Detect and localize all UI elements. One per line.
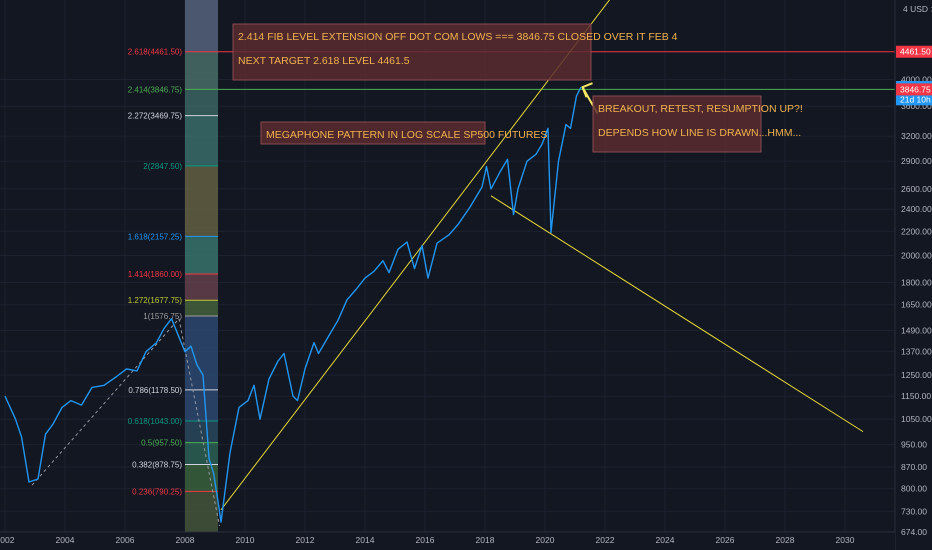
fib-extension-tool[interactable]: 2.618(4461.50) 2.414(3846.75) 2.272(3469.7… <box>31 0 895 540</box>
price-tick-label: 2400.00 <box>901 204 932 214</box>
price-tick-label: 1050.00 <box>901 414 932 424</box>
breakout-note[interactable]: BREAKOUT, RETEST, RESUMPTION UP?! DEPENDS… <box>592 95 803 153</box>
year-tick-label: 2014 <box>356 535 375 545</box>
price-tick-label: 1370.00 <box>901 347 932 357</box>
fib-band <box>185 51 218 90</box>
price-tick-label: 3600.00 <box>901 101 932 111</box>
fib-band <box>185 300 218 316</box>
fib-band <box>185 442 218 465</box>
arrow-head-icon <box>581 82 593 98</box>
price-tick-label: 950.00 <box>901 440 927 450</box>
annotation-box <box>260 121 486 145</box>
fib-level-label: 2.618(4461.50) <box>128 48 183 57</box>
price-tick-label: 2900.00 <box>901 156 932 166</box>
fib-anchor-line[interactable] <box>31 318 180 486</box>
fib-level-label: 1.618(2157.25) <box>128 232 183 241</box>
year-tick-label: 2026 <box>716 535 735 545</box>
price-tick-label: 870.00 <box>901 462 927 472</box>
fib-level-label: 2(2847.50) <box>143 162 182 171</box>
currency-label[interactable]: 4 USD ⊃ <box>903 4 932 14</box>
price-line <box>4 86 582 523</box>
fib-level-label: 1(1576.75) <box>143 312 182 321</box>
price-tick-label: 2000.00 <box>901 251 932 261</box>
fib-level-label: 0.618(1043.00) <box>128 417 183 426</box>
fib-extension-note[interactable]: 2.414 FIB LEVEL EXTENSION OFF DOT COM LO… <box>232 23 678 81</box>
price-tick-label: 1490.00 <box>901 325 932 335</box>
fib-level-label: 0.5(957.50) <box>141 439 182 448</box>
year-tick-label: 2002 <box>0 535 15 545</box>
annotations[interactable]: 2.414 FIB LEVEL EXTENSION OFF DOT COM LO… <box>232 23 803 153</box>
year-tick-label: 2022 <box>596 535 615 545</box>
fib-band <box>185 491 218 535</box>
fib-level-label: 1.414(1860.00) <box>128 270 183 279</box>
annotation-text: 2.414 FIB LEVEL EXTENSION OFF DOT COM LO… <box>238 31 678 43</box>
fib-anchor-line[interactable] <box>178 318 220 526</box>
time-axis[interactable]: 2002 2004 2006 2008 2010 2012 2014 2016 2018 2020… <box>0 531 895 550</box>
megaphone-lower-trendline[interactable] <box>490 195 864 433</box>
price-series <box>4 86 582 523</box>
fib-band <box>185 315 218 390</box>
price-tag-label: 4461.50 <box>900 47 931 57</box>
year-tick-label: 2016 <box>416 535 435 545</box>
price-tick-label: 1150.00 <box>901 391 931 401</box>
time-axis-bg <box>0 532 895 550</box>
price-tag[interactable] <box>896 83 932 96</box>
price-tick-label: 674.00 <box>901 527 927 537</box>
price-axis[interactable]: 4 USD ⊃ 674.00 730.00 800.00 870.00 950.00 105… <box>894 0 932 550</box>
year-tick-label: 2018 <box>476 535 495 545</box>
price-tag-label: 3846.75 <box>900 84 931 94</box>
year-tick-label: 2020 <box>536 535 555 545</box>
price-tag-label: 21d 10h <box>900 94 931 104</box>
annotation-box <box>592 95 762 153</box>
price-tick-label: 1650.00 <box>901 299 932 309</box>
year-tick-label: 2004 <box>56 535 75 545</box>
fib-band <box>185 115 218 166</box>
price-tick-label: 4000.00 <box>901 74 932 84</box>
year-tick-label: 2030 <box>836 535 855 545</box>
price-tag[interactable] <box>896 93 932 106</box>
price-tick-label: 800.00 <box>901 483 927 493</box>
price-tag[interactable] <box>896 45 932 58</box>
annotation-text: BREAKOUT, RETEST, RESUMPTION UP?! <box>598 103 803 115</box>
price-tick-label: 2200.00 <box>901 226 932 236</box>
annotation-text: MEGAPHONE PATTERN IN LOG SCALE SP500 FUT… <box>266 129 547 141</box>
price-tick-label: 730.00 <box>901 507 927 517</box>
year-tick-label: 2024 <box>656 535 675 545</box>
fib-level-label: 2.414(3846.75) <box>128 85 183 94</box>
fib-band <box>185 0 218 52</box>
price-tick-label: 2600.00 <box>901 184 932 194</box>
price-tick-label: 1800.00 <box>901 277 932 287</box>
annotation-text: DEPENDS HOW LINE IS DRAWN...HMM... <box>598 127 801 139</box>
price-tick-label: 1250.00 <box>901 370 932 380</box>
year-tick-label: 2010 <box>236 535 255 545</box>
price-tick-label: 3200.00 <box>901 131 932 141</box>
fib-band <box>185 464 218 492</box>
megaphone-note[interactable]: MEGAPHONE PATTERN IN LOG SCALE SP500 FUT… <box>260 121 547 145</box>
fib-band <box>185 165 218 237</box>
fib-level-label: 2.272(3469.75) <box>128 112 183 121</box>
annotation-box <box>232 23 592 81</box>
fib-band <box>185 89 218 116</box>
fib-band <box>185 273 218 301</box>
year-tick-label: 2006 <box>116 535 135 545</box>
year-tick-label: 2028 <box>776 535 795 545</box>
fib-level-label: 0.786(1178.50) <box>128 386 182 395</box>
fib-level-label: 1.272(1677.75) <box>128 296 183 305</box>
annotation-text: NEXT TARGET 2.618 LEVEL 4461.5 <box>238 55 410 67</box>
fib-band <box>185 389 218 421</box>
year-tick-label: 2008 <box>176 535 195 545</box>
year-tick-label: 2012 <box>296 535 315 545</box>
fib-level-label: 0.236(790.25) <box>132 487 182 496</box>
fib-band <box>185 236 218 274</box>
fib-level-label: 0.382(878.75) <box>132 460 182 469</box>
